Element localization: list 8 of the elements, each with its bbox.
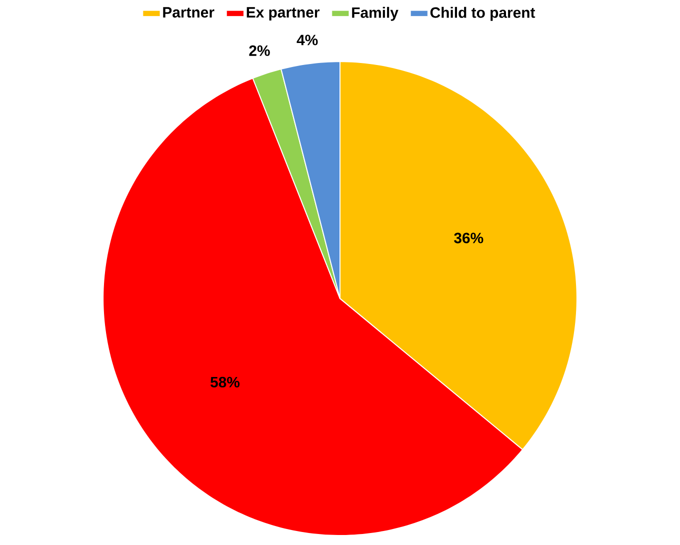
data-label: 2% [249, 45, 270, 56]
data-label: 4% [296, 34, 318, 46]
legend-label: Partner [163, 7, 214, 18]
data-label: 36% [454, 232, 484, 244]
legend-label: Child to parent [430, 6, 536, 21]
legend-label: Family [352, 6, 398, 21]
data-label: 58% [210, 376, 240, 388]
legend-label: Ex partner [246, 7, 320, 21]
